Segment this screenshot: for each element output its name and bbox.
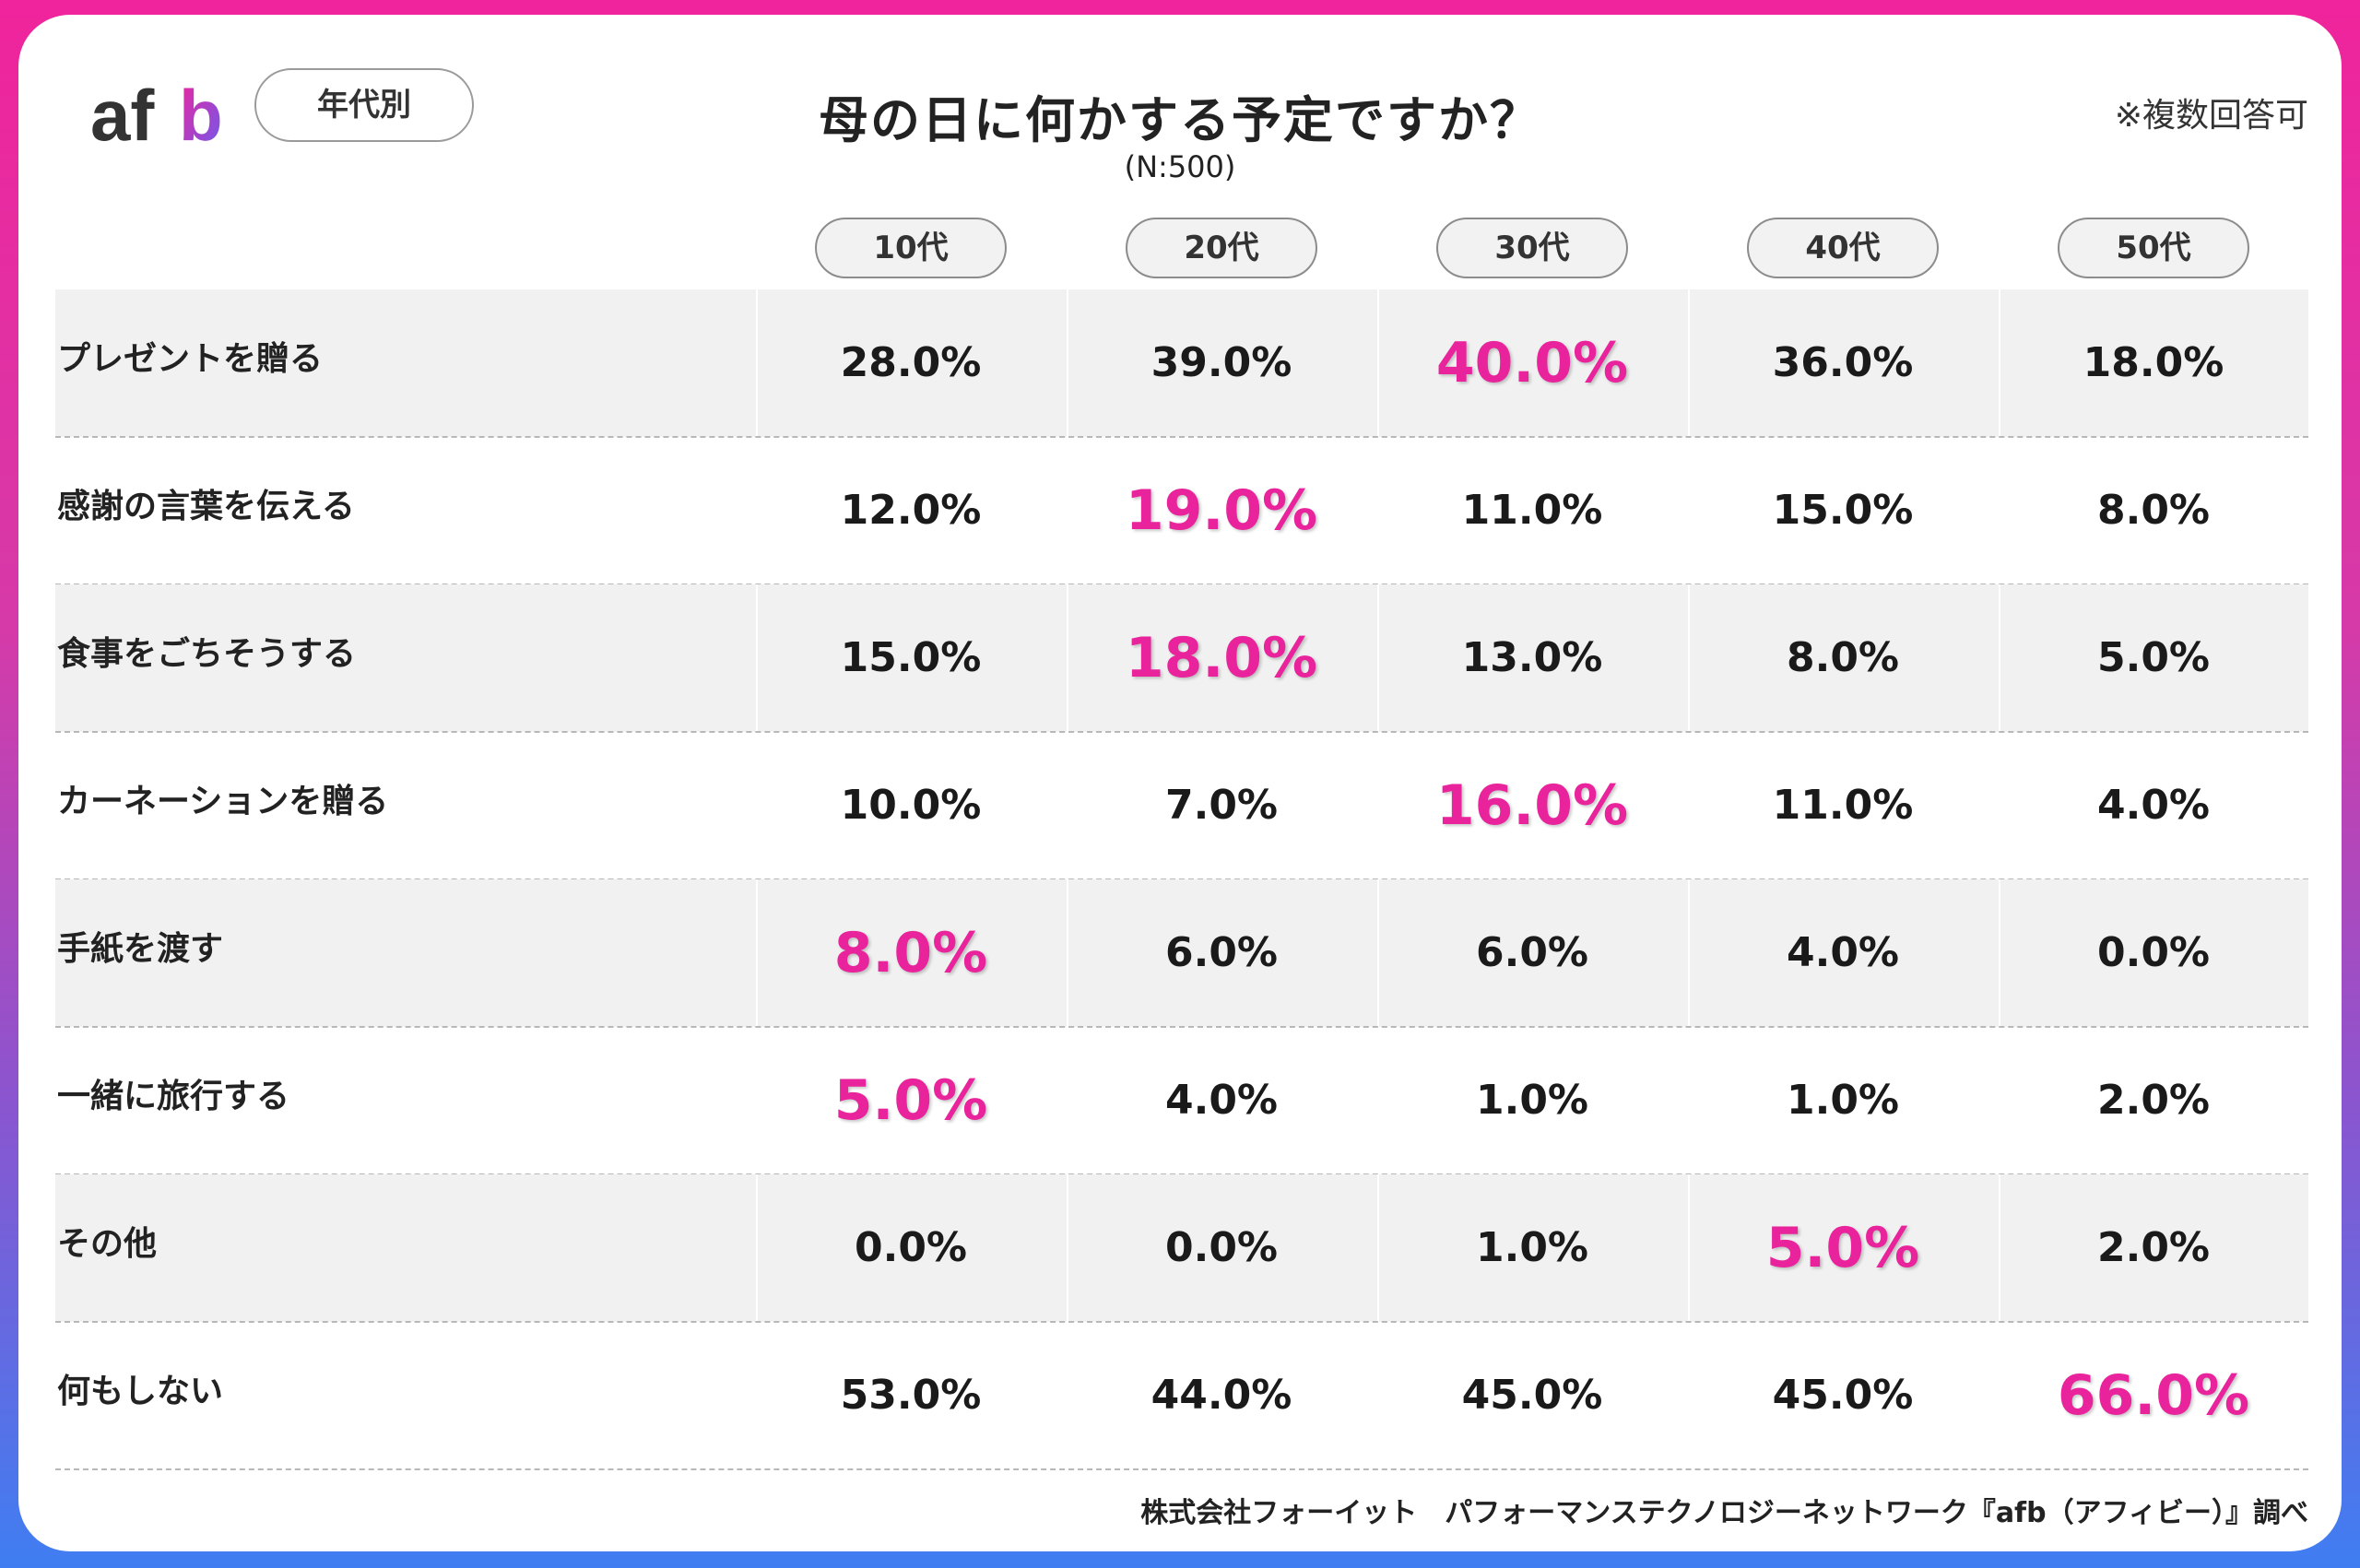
value-cell: 11.0% — [1461, 487, 1603, 534]
highlighted-value-cell: 40.0% — [1435, 331, 1629, 395]
value-cell: 1.0% — [1786, 1077, 1900, 1124]
row-label: 何もしない — [57, 1373, 224, 1410]
row-divider — [55, 1321, 2308, 1323]
table-row — [55, 879, 2308, 1027]
value-cell: 2.0% — [2096, 1224, 2211, 1271]
column-divider — [1999, 289, 2000, 437]
column-divider — [1377, 289, 1379, 437]
column-divider — [1999, 1174, 2000, 1322]
column-divider — [756, 289, 758, 437]
value-cell: 45.0% — [1772, 1372, 1914, 1419]
highlighted-value-cell: 66.0% — [2057, 1363, 2250, 1428]
column-divider — [1999, 584, 2000, 732]
value-cell: 11.0% — [1772, 782, 1914, 829]
svg-text:b: b — [179, 75, 223, 156]
column-divider — [756, 1174, 758, 1322]
value-cell: 4.0% — [1786, 929, 1900, 976]
column-divider — [1377, 1174, 1379, 1322]
value-cell: 44.0% — [1150, 1372, 1292, 1419]
column-divider — [1377, 879, 1379, 1027]
highlighted-value-cell: 18.0% — [1125, 626, 1318, 690]
value-cell: 5.0% — [2096, 634, 2211, 681]
row-label: カーネーションを贈る — [57, 783, 389, 820]
column-header-1: 10代 — [815, 218, 1007, 278]
value-cell: 12.0% — [840, 487, 982, 534]
column-divider — [1377, 584, 1379, 732]
row-label: 手紙を渡す — [57, 930, 224, 968]
highlighted-value-cell: 5.0% — [833, 1068, 988, 1133]
column-header-2: 20代 — [1126, 218, 1317, 278]
survey-card: af b 年代別 母の日に何かする予定ですか？ (N:500) ※複数回答可 1… — [18, 15, 2342, 1551]
column-header-4: 40代 — [1747, 218, 1939, 278]
filter-age-group-pill[interactable]: 年代別 — [254, 68, 474, 142]
row-divider — [55, 731, 2308, 733]
value-cell: 8.0% — [2096, 487, 2211, 534]
afb-logo: af b — [90, 75, 223, 156]
column-divider — [1067, 1174, 1068, 1322]
value-cell: 36.0% — [1772, 339, 1914, 386]
value-cell: 15.0% — [840, 634, 982, 681]
value-cell: 0.0% — [1164, 1224, 1279, 1271]
column-divider — [1688, 584, 1690, 732]
value-cell: 53.0% — [840, 1372, 982, 1419]
column-divider — [1999, 879, 2000, 1027]
column-divider — [756, 584, 758, 732]
value-cell: 18.0% — [2083, 339, 2224, 386]
value-cell: 15.0% — [1772, 487, 1914, 534]
row-label: プレゼントを贈る — [57, 340, 324, 378]
value-cell: 0.0% — [854, 1224, 968, 1271]
value-cell: 1.0% — [1475, 1224, 1589, 1271]
value-cell: 1.0% — [1475, 1077, 1589, 1124]
value-cell: 8.0% — [1786, 634, 1900, 681]
value-cell: 4.0% — [1164, 1077, 1279, 1124]
table-row — [55, 1174, 2308, 1322]
column-divider — [1688, 879, 1690, 1027]
svg-text:af: af — [90, 75, 155, 156]
value-cell: 45.0% — [1461, 1372, 1603, 1419]
row-label: 食事をごちそうする — [57, 635, 357, 673]
value-cell: 10.0% — [840, 782, 982, 829]
value-cell: 6.0% — [1475, 929, 1589, 976]
column-divider — [1067, 289, 1068, 437]
table-row — [55, 289, 2308, 437]
column-divider — [1688, 1174, 1690, 1322]
row-label: 感謝の言葉を伝える — [57, 488, 355, 525]
row-label: その他 — [57, 1225, 158, 1263]
row-divider — [55, 1026, 2308, 1028]
column-header-5: 50代 — [2058, 218, 2249, 278]
row-divider — [55, 436, 2308, 438]
value-cell: 6.0% — [1164, 929, 1279, 976]
value-cell: 2.0% — [2096, 1077, 2211, 1124]
table-row — [55, 584, 2308, 732]
value-cell: 7.0% — [1164, 782, 1279, 829]
column-divider — [1067, 584, 1068, 732]
column-header-3: 30代 — [1436, 218, 1628, 278]
column-divider — [1688, 289, 1690, 437]
multiple-answers-note: ※複数回答可 — [2114, 97, 2308, 135]
value-cell: 4.0% — [2096, 782, 2211, 829]
highlighted-value-cell: 8.0% — [833, 921, 988, 985]
chart-title: 母の日に何かする予定ですか？ — [819, 91, 1541, 149]
highlighted-value-cell: 19.0% — [1125, 478, 1318, 543]
source-footer: 株式会社フォーイット パフォーマンステクノロジーネットワーク『afb（アフィビー… — [1140, 1497, 2308, 1529]
highlighted-value-cell: 5.0% — [1765, 1216, 1920, 1280]
row-divider — [55, 1468, 2308, 1470]
highlighted-value-cell: 16.0% — [1435, 773, 1629, 838]
value-cell: 0.0% — [2096, 929, 2211, 976]
column-divider — [1067, 879, 1068, 1027]
value-cell: 13.0% — [1461, 634, 1603, 681]
column-divider — [756, 879, 758, 1027]
value-cell: 28.0% — [840, 339, 982, 386]
chart-subtitle: (N:500) — [1124, 149, 1236, 184]
row-label: 一緒に旅行する — [57, 1078, 290, 1115]
value-cell: 39.0% — [1150, 339, 1292, 386]
